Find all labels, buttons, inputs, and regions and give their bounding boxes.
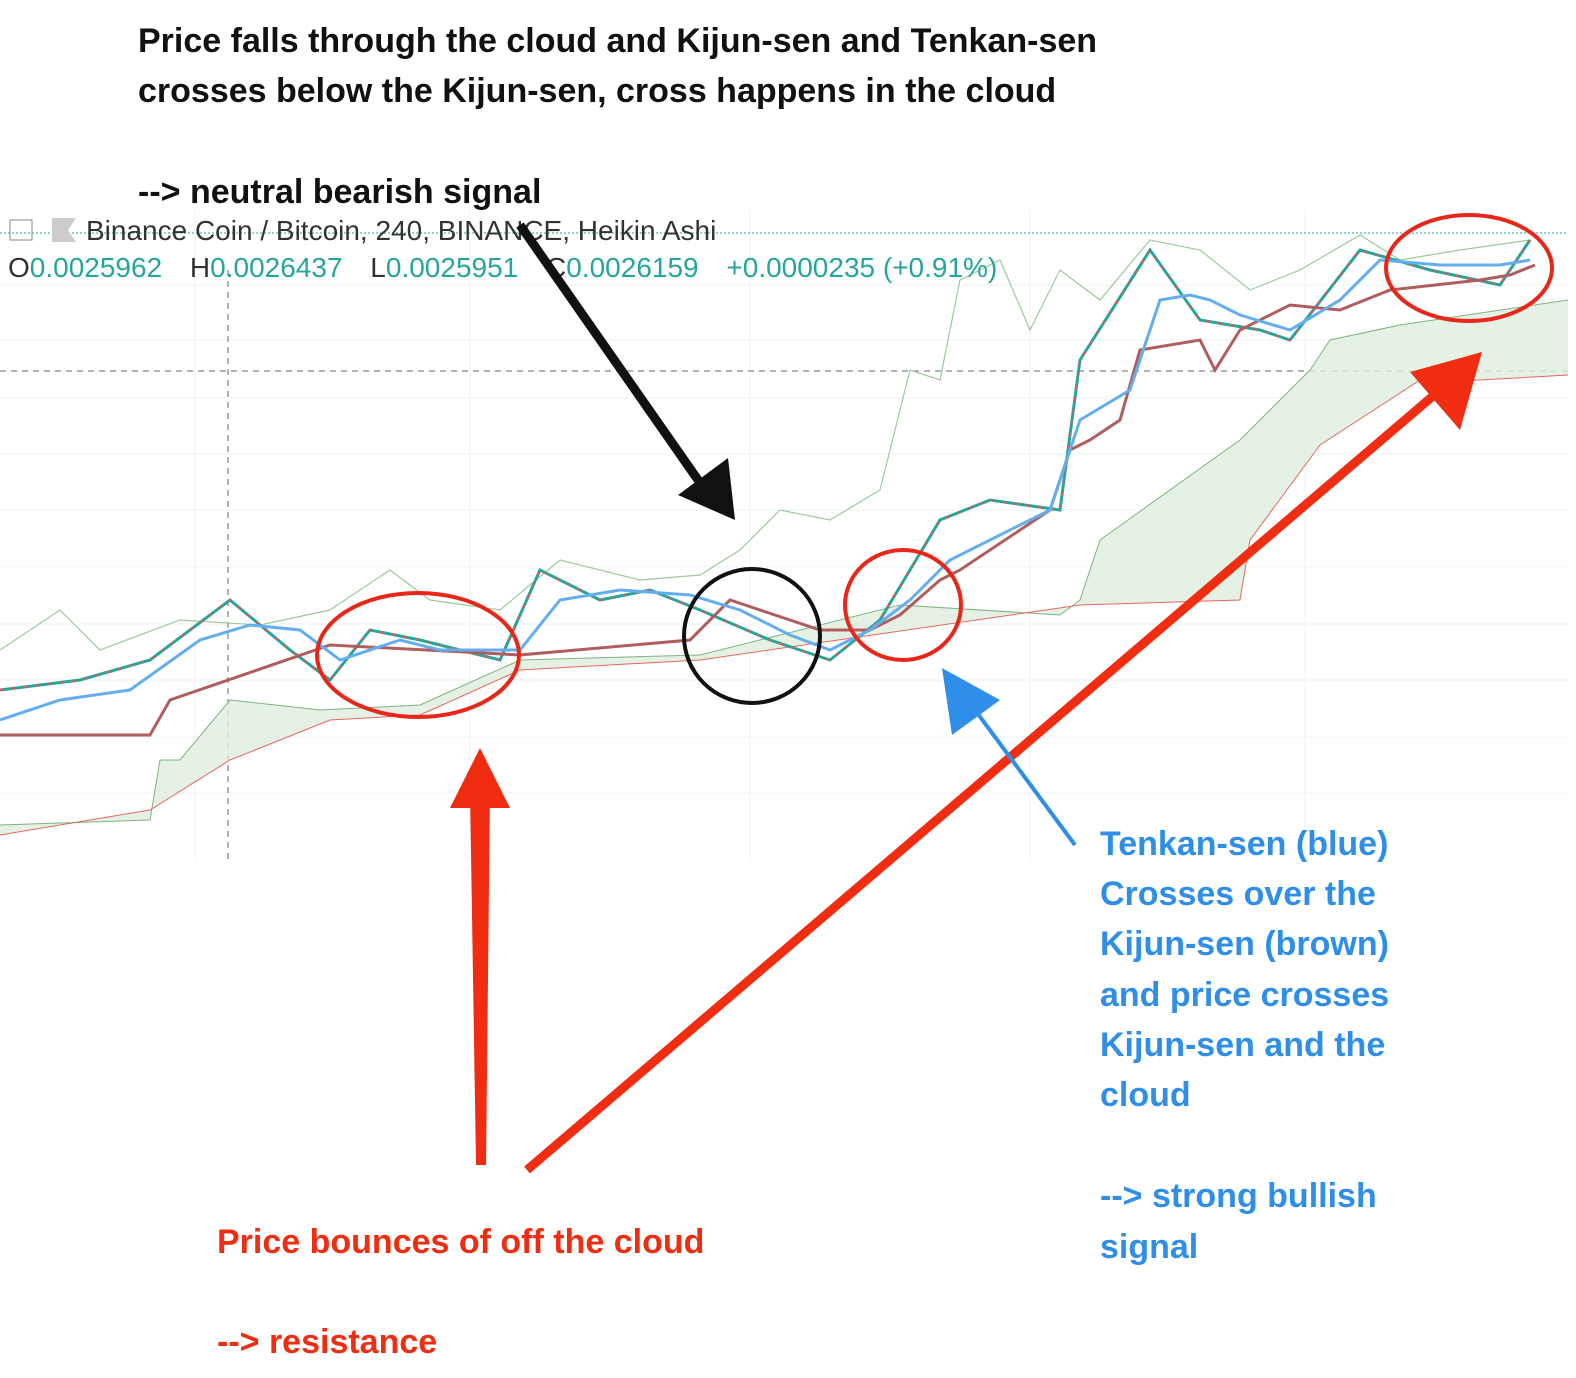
grid	[0, 210, 1568, 860]
span-b	[0, 374, 1569, 836]
annotation-text: Price bounces of off the cloud	[217, 1223, 704, 1261]
highlight-circle	[1384, 213, 1554, 323]
highlight-circle	[682, 567, 822, 705]
annotation-text: Crosses over the	[1100, 875, 1376, 913]
ohlc-value: 0.0025951	[386, 252, 518, 283]
ohlc-label: L	[370, 252, 386, 283]
symbol: Binance Coin / Bitcoin, 240, BINANCE, He…	[86, 215, 716, 246]
span-a	[0, 299, 1569, 826]
header: Binance Coin / Bitcoin, 240, BINANCE, He…	[8, 215, 997, 283]
ohlc-value: 0.0026437	[210, 252, 342, 283]
annotation-text: Kijun-sen (brown)	[1100, 925, 1389, 963]
annotation-bottom-left: Price bounces of off the cloud --> resis…	[217, 1223, 704, 1361]
arrows	[450, 222, 1482, 1174]
annotation-text: Price falls through the cloud and Kijun-…	[138, 22, 1097, 60]
annotation-text: and price crosses	[1100, 976, 1389, 1014]
ohlc-value: 0.0026159	[566, 252, 698, 283]
chikou	[0, 234, 1531, 651]
highlight-circle	[843, 548, 963, 662]
expand-icon[interactable]	[9, 219, 33, 241]
annotation-text: Kijun-sen and the	[1100, 1026, 1385, 1064]
ohlc-label: O	[8, 252, 30, 283]
annotation-text: cloud	[1100, 1076, 1191, 1114]
ohlc-value: 0.0025962	[30, 252, 162, 283]
annotation-text: Tenkan-sen (blue)	[1100, 825, 1388, 863]
annotation-signal: --> strong bullish	[1100, 1177, 1377, 1215]
highlight-circle	[315, 591, 521, 719]
annotation-right: Tenkan-sen (blue) Crosses over the Kijun…	[1100, 825, 1389, 1266]
ohlc: O0.0025962 H0.0026437 L0.0025951 C0.0026…	[8, 252, 997, 283]
tenkan-sen	[0, 258, 1531, 722]
annotation-signal: --> resistance	[217, 1323, 437, 1361]
price	[0, 239, 1532, 692]
flag-icon	[52, 218, 76, 242]
change: +0.0000235 (+0.91%)	[726, 252, 997, 283]
annotation-top: Price falls through the cloud and Kijun-…	[138, 22, 1097, 211]
annotation-signal: --> neutral bearish signal	[138, 173, 541, 211]
annotation-signal: signal	[1100, 1228, 1198, 1266]
ohlc-label: H	[190, 252, 210, 283]
annotation-text: crosses below the Kijun-sen, cross happe…	[138, 72, 1056, 110]
